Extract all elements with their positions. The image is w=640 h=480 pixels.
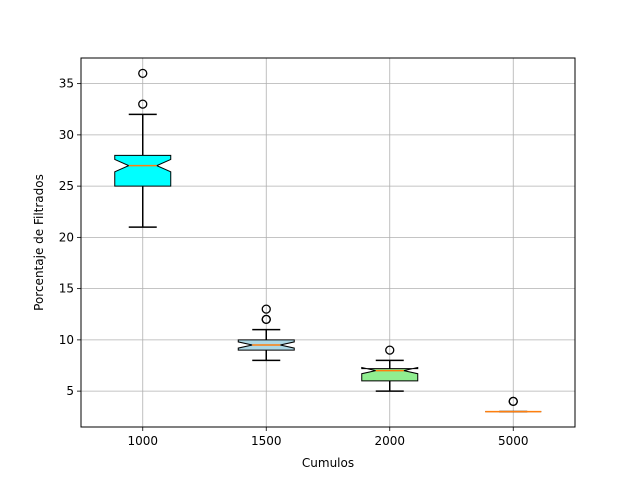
x-tick-label: 5000 — [498, 434, 529, 448]
y-tick-label: 15 — [59, 282, 74, 296]
y-tick-label: 30 — [59, 128, 74, 142]
box-body — [361, 366, 419, 382]
box-2000 — [361, 345, 419, 392]
x-axis-label: Cumulos — [302, 456, 354, 470]
outlier-point — [261, 304, 271, 314]
y-tick-label: 5 — [66, 384, 74, 398]
x-tick-label: 1500 — [251, 434, 282, 448]
x-tick-label: 2000 — [374, 434, 405, 448]
y-tick-label: 35 — [59, 77, 74, 91]
box-5000 — [485, 396, 542, 413]
outlier-point — [138, 68, 148, 79]
box-1000 — [114, 68, 172, 228]
boxes — [114, 68, 542, 413]
box-body — [114, 154, 172, 187]
x-tick-label: 1000 — [127, 434, 158, 448]
ticks: 5 10 15 20 25 30 35 1000 1500 2000 5000 — [59, 77, 529, 448]
outlier-point — [508, 396, 518, 407]
outlier-point — [261, 314, 271, 325]
plot-frame — [80, 57, 576, 428]
box-1500 — [237, 304, 295, 362]
y-tick-label: 10 — [59, 333, 74, 347]
outlier-point — [138, 99, 148, 109]
y-tick-label: 20 — [59, 230, 74, 244]
y-tick-label: 25 — [59, 179, 74, 193]
y-axis-label: Porcentaje de Filtrados — [32, 174, 46, 311]
grid — [81, 58, 575, 427]
outlier-point — [385, 345, 395, 355]
